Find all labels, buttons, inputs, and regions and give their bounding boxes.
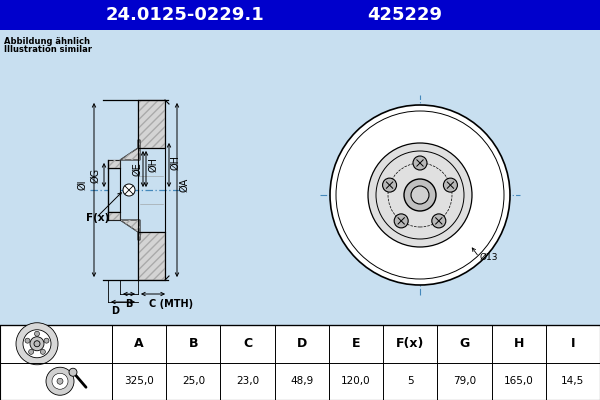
- Circle shape: [23, 330, 51, 358]
- Text: 14,5: 14,5: [561, 376, 584, 386]
- Circle shape: [30, 337, 44, 351]
- Text: 23,0: 23,0: [236, 376, 259, 386]
- Text: D: D: [111, 306, 119, 316]
- Text: B: B: [125, 299, 133, 309]
- Text: 5: 5: [407, 376, 413, 386]
- Circle shape: [34, 341, 40, 347]
- Text: ØA: ØA: [179, 178, 189, 192]
- Polygon shape: [120, 220, 140, 240]
- Text: 425229: 425229: [367, 6, 443, 24]
- Polygon shape: [138, 232, 165, 280]
- Circle shape: [35, 331, 40, 336]
- Text: ØE: ØE: [132, 162, 142, 176]
- Circle shape: [29, 349, 34, 354]
- Text: E: E: [352, 337, 360, 350]
- Text: 165,0: 165,0: [504, 376, 533, 386]
- Text: Illustration similar: Illustration similar: [4, 46, 92, 54]
- Polygon shape: [108, 168, 120, 212]
- Circle shape: [376, 151, 464, 239]
- Circle shape: [46, 367, 74, 395]
- Text: F(x): F(x): [396, 337, 424, 350]
- Circle shape: [330, 105, 510, 285]
- Circle shape: [368, 143, 472, 247]
- Circle shape: [57, 378, 63, 384]
- Circle shape: [394, 214, 408, 228]
- Text: 25,0: 25,0: [182, 376, 205, 386]
- Circle shape: [432, 214, 446, 228]
- Text: D: D: [296, 337, 307, 350]
- Text: 325,0: 325,0: [124, 376, 154, 386]
- Circle shape: [44, 338, 49, 343]
- Polygon shape: [108, 160, 120, 168]
- Text: Ø13: Ø13: [480, 252, 499, 262]
- Text: ØG: ØG: [90, 168, 100, 182]
- Text: C: C: [243, 337, 252, 350]
- Text: 48,9: 48,9: [290, 376, 313, 386]
- Bar: [0, 0, 600, 30]
- Text: 120,0: 120,0: [341, 376, 371, 386]
- Text: B: B: [188, 337, 198, 350]
- Polygon shape: [108, 212, 120, 220]
- Text: A: A: [134, 337, 144, 350]
- Text: ØH: ØH: [148, 156, 158, 172]
- Text: ØH: ØH: [170, 154, 180, 170]
- Polygon shape: [120, 140, 140, 160]
- Circle shape: [443, 178, 457, 192]
- Bar: [0, 325, 600, 400]
- Text: ØI: ØI: [77, 180, 87, 190]
- Circle shape: [383, 178, 397, 192]
- Circle shape: [413, 156, 427, 170]
- Circle shape: [123, 184, 135, 196]
- Circle shape: [52, 373, 68, 389]
- Polygon shape: [138, 100, 165, 148]
- Circle shape: [411, 186, 429, 204]
- Text: H: H: [514, 337, 524, 350]
- Circle shape: [336, 111, 504, 279]
- Text: F(x): F(x): [86, 213, 109, 223]
- Text: C (MTH): C (MTH): [149, 299, 194, 309]
- Text: I: I: [571, 337, 575, 350]
- Circle shape: [69, 368, 77, 376]
- Text: G: G: [460, 337, 470, 350]
- Text: 24.0125-0229.1: 24.0125-0229.1: [106, 6, 265, 24]
- Text: Abbildung ähnlich: Abbildung ähnlich: [4, 38, 90, 46]
- Text: 79,0: 79,0: [453, 376, 476, 386]
- Circle shape: [404, 179, 436, 211]
- Circle shape: [16, 323, 58, 365]
- Circle shape: [25, 338, 30, 343]
- Circle shape: [40, 349, 46, 354]
